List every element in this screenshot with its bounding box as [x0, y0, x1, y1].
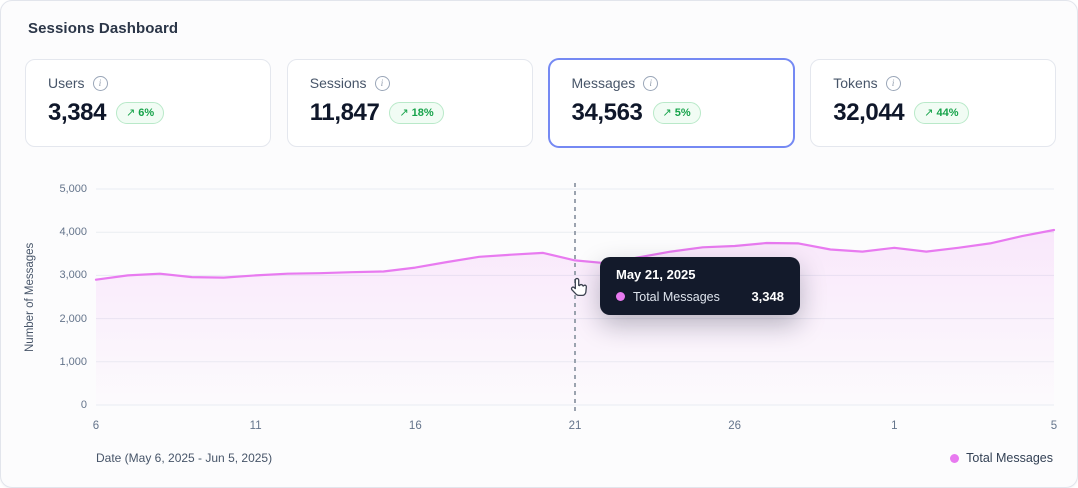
trend-value: 6% [138, 106, 155, 119]
x-tick-label: 16 [408, 420, 422, 432]
y-tick-label: 2,000 [59, 312, 87, 325]
legend-label: Total Messages [966, 451, 1053, 465]
stat-card-users[interactable]: Users i 3,384 ↗ 6% [25, 59, 271, 147]
tooltip-series-label: Total Messages [633, 289, 720, 304]
y-tick-label: 0 [80, 399, 87, 411]
x-tick-label: 11 [249, 420, 262, 432]
trend-badge: ↗ 18% [389, 101, 444, 125]
trend-badge: ↗ 5% [652, 101, 701, 125]
x-tick-label: 5 [1050, 420, 1058, 432]
card-label: Messages [571, 75, 636, 91]
trend-badge: ↗ 44% [914, 101, 969, 125]
chart-legend: Total Messages [950, 451, 1053, 465]
trend-value: 5% [674, 106, 691, 119]
card-value: 32,044 [833, 99, 905, 126]
info-icon[interactable]: i [643, 75, 659, 91]
x-tick-label: 21 [568, 420, 582, 432]
y-tick-label: 5,000 [59, 183, 87, 195]
stat-cards-row: Users i 3,384 ↗ 6% Sessions i 11,847 ↗ 18%… [25, 59, 1056, 147]
x-tick-label: 26 [728, 420, 742, 432]
trend-up-icon: ↗ [924, 106, 934, 119]
legend-dot-icon [950, 453, 960, 463]
page-title: Sessions Dashboard [28, 20, 179, 37]
stat-card-messages[interactable]: Messages i 34,563 ↗ 5% [548, 59, 795, 147]
y-axis-title: Number of Messages [24, 242, 36, 352]
tooltip-date: May 21, 2025 [616, 267, 696, 282]
stat-card-tokens[interactable]: Tokens i 32,044 ↗ 44% [810, 59, 1056, 147]
chart-tooltip: May 21, 2025 Total Messages 3,348 [600, 257, 800, 315]
trend-value: 44% [936, 106, 959, 119]
x-tick-label: 6 [92, 420, 100, 432]
tooltip-value: 3,348 [751, 289, 784, 304]
x-axis-title: Date (May 6, 2025 - Jun 5, 2025) [96, 451, 273, 465]
card-value: 11,847 [309, 99, 380, 126]
stat-card-sessions[interactable]: Sessions i 11,847 ↗ 18% [286, 59, 533, 147]
trend-up-icon: ↗ [662, 106, 672, 119]
series-line [94, 228, 1056, 281]
trend-badge: ↗ 6% [116, 101, 165, 125]
trend-value: 18% [411, 106, 434, 119]
y-tick-label: 1,000 [59, 355, 87, 368]
tooltip-series-dot-icon [616, 292, 625, 301]
trend-up-icon: ↗ [126, 106, 136, 119]
info-icon[interactable]: i [885, 75, 901, 91]
card-value: 3,384 [48, 99, 107, 126]
trend-up-icon: ↗ [399, 106, 409, 119]
card-label: Sessions [309, 75, 367, 91]
card-label: Users [48, 75, 85, 91]
y-tick-label: 4,000 [59, 226, 87, 239]
info-icon[interactable]: i [92, 75, 108, 91]
card-value: 34,563 [571, 99, 643, 126]
x-tick-label: 1 [891, 420, 898, 432]
hand-cursor-icon [570, 277, 587, 297]
y-tick-label: 3,000 [59, 269, 87, 282]
card-label: Tokens [833, 75, 878, 91]
info-icon[interactable]: i [374, 75, 390, 91]
